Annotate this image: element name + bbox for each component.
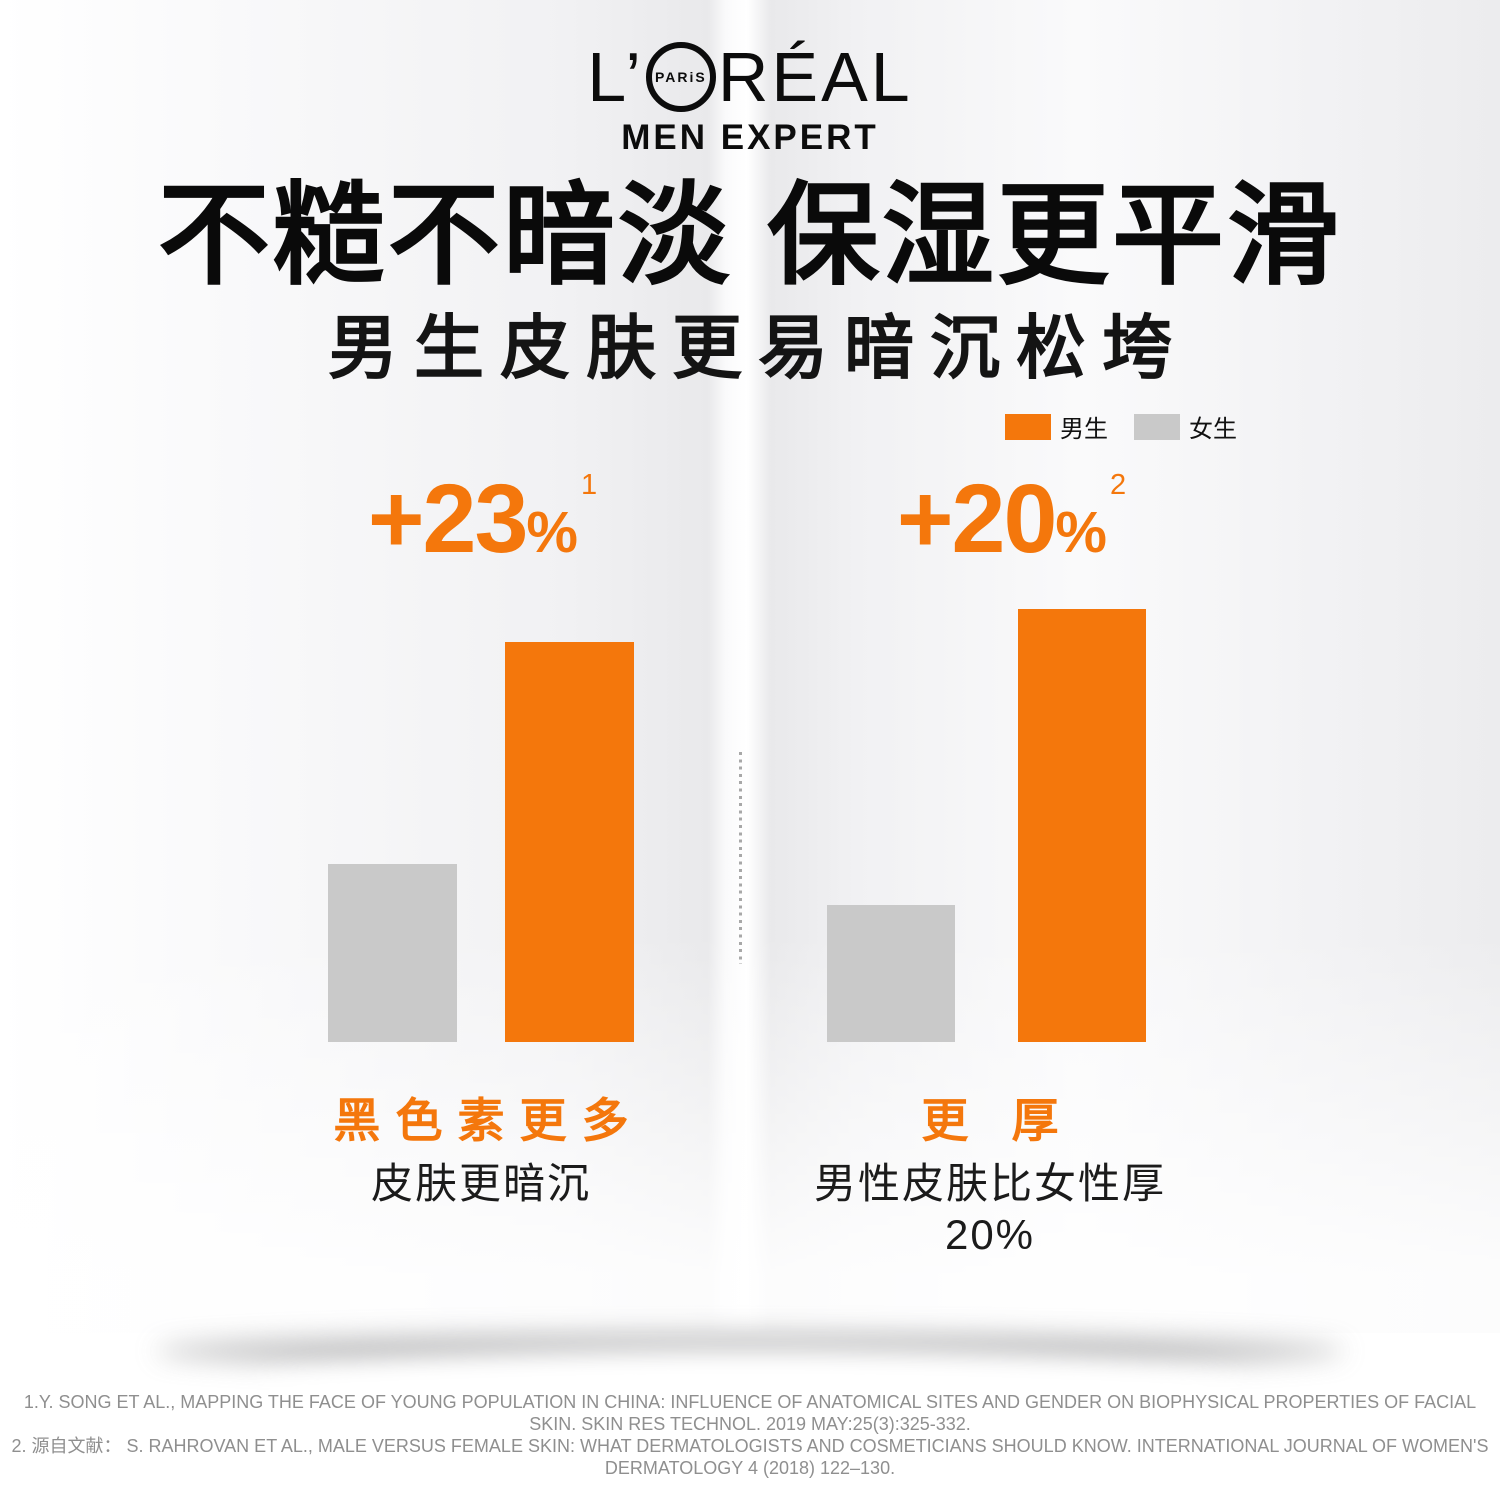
group-subtitle-melanin: 皮肤更暗沉 xyxy=(370,1160,591,1207)
chart-legend: 男生 女生 xyxy=(1005,409,1263,444)
sub-headline: 男生皮肤更易暗沉松垮 xyxy=(328,309,1188,387)
stat-thickness-percent-sign: % xyxy=(1055,500,1107,565)
legend-item-male: 男生 xyxy=(1005,409,1108,444)
loreal-o-circle-icon: PARiS xyxy=(645,42,716,112)
stat-melanin-value: +23 xyxy=(367,464,529,573)
bar-thickness-male xyxy=(1018,609,1146,1042)
legend-label-female: 女生 xyxy=(1189,416,1237,443)
paper-sheet-background xyxy=(0,0,1500,1333)
legend-swatch-female xyxy=(1134,413,1180,440)
legend-swatch-male xyxy=(1005,413,1051,440)
footnote-line: DERMATOLOGY 4 (2018) 122–130. xyxy=(604,1457,896,1478)
main-headline: 不糙不暗淡 保湿更平滑 xyxy=(157,173,1343,298)
stat-thickness-value: +20 xyxy=(896,464,1058,573)
logo-prefix: L’ xyxy=(587,38,644,116)
logo-suffix: RÉAL xyxy=(717,38,913,116)
footnotes: 1.Y. SONG ET AL., MAPPING THE FACE OF YO… xyxy=(0,1392,1500,1480)
sheet-shadow-curve xyxy=(250,1350,1250,1450)
bar-melanin-male xyxy=(505,642,634,1042)
group-title-melanin: 黑色素更多 xyxy=(333,1094,644,1147)
group-title-thickness: 更 厚 xyxy=(921,1094,1074,1147)
stat-thickness-footnote-marker: 2 xyxy=(1109,468,1127,501)
footnote-line: 2. 源自文献： S. RAHROVAN ET AL., MALE VERSUS… xyxy=(11,1435,1489,1456)
legend-label-male: 男生 xyxy=(1060,416,1108,443)
group-subtitle-thickness: 男性皮肤比女性厚20% xyxy=(813,1160,1166,1258)
brand-logo-men-expert: MEN EXPERT xyxy=(621,118,879,157)
brand-logo: L’ PARiS RÉAL MEN EXPERT xyxy=(0,42,1500,158)
footnote-line: SKIN. SKIN RES TECHNOL. 2019 MAY:25(3):3… xyxy=(529,1413,971,1434)
bar-melanin-female xyxy=(328,864,457,1042)
brand-logo-wordmark: L’ PARiS RÉAL xyxy=(0,42,1500,112)
legend-item-female: 女生 xyxy=(1134,409,1237,444)
dotted-divider xyxy=(739,752,742,964)
footnote-line: 1.Y. SONG ET AL., MAPPING THE FACE OF YO… xyxy=(23,1392,1477,1412)
stat-melanin-percent-sign: % xyxy=(526,500,578,565)
stat-thickness: +20%2 xyxy=(850,470,1170,567)
stat-melanin: +23%1 xyxy=(321,470,641,567)
stat-melanin-footnote-marker: 1 xyxy=(580,468,598,501)
logo-paris-text: PARiS xyxy=(655,69,707,85)
bar-thickness-female xyxy=(827,905,955,1042)
